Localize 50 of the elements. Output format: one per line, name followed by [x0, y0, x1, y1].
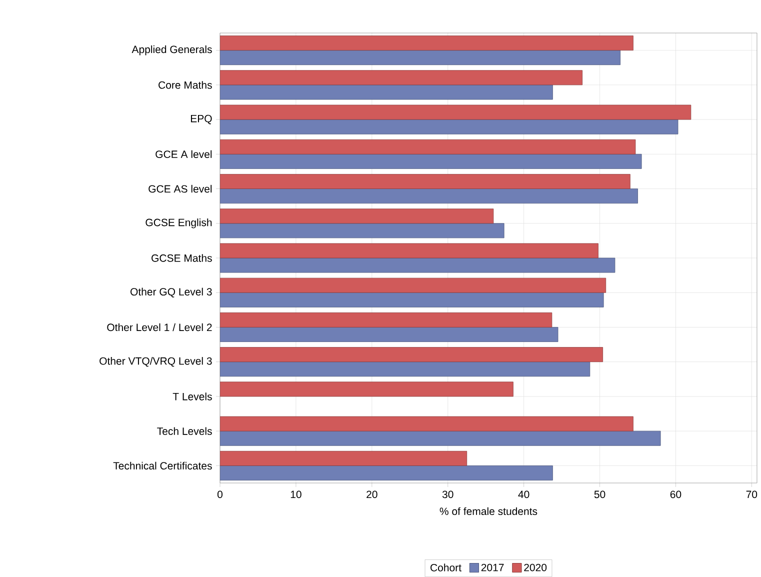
- bar: [220, 84, 553, 100]
- x-tick-label: 0: [217, 490, 222, 498]
- y-tick-label: GCSE Maths: [152, 254, 212, 262]
- bar: [220, 465, 553, 480]
- bar: [220, 223, 504, 238]
- x-axis-title: % of female students: [440, 507, 538, 516]
- y-tick-label: EPQ: [190, 114, 212, 124]
- x-tick-label: 50: [594, 490, 606, 498]
- bar: [220, 278, 606, 293]
- y-tick-label: T Levels: [172, 392, 212, 400]
- bar: [220, 416, 634, 432]
- y-tick-label: GCE AS level: [148, 184, 212, 193]
- bar: [220, 119, 678, 134]
- legend-label: 2017: [481, 564, 504, 572]
- x-tick-label: 60: [670, 490, 682, 498]
- bar: [220, 347, 603, 362]
- bar: [220, 312, 552, 328]
- y-tick-label: Other VTQ/VRQ Level 3: [100, 357, 212, 367]
- y-tick-label: Technical Certificates: [113, 462, 212, 470]
- y-tick-label: Other Level 1 / Level 2: [107, 323, 212, 332]
- bar: [220, 362, 590, 377]
- bar: [220, 430, 661, 446]
- legend-title: Cohort: [430, 564, 462, 572]
- bar: [220, 243, 598, 258]
- y-tick-label: GCE A level: [156, 150, 212, 158]
- bar: [220, 174, 630, 189]
- x-tick-label: 20: [366, 490, 378, 498]
- x-tick-label: 30: [442, 490, 454, 498]
- bar: [220, 104, 692, 120]
- x-tick-label: 70: [746, 490, 758, 498]
- y-tick-label: Applied Generals: [132, 45, 212, 56]
- bar: [220, 70, 582, 86]
- bar: [220, 208, 494, 224]
- y-tick-label: Other GQ Level 3: [130, 288, 212, 298]
- bar: [220, 327, 558, 342]
- bar: [220, 382, 514, 397]
- bar: [220, 50, 620, 66]
- legend-label: 2020: [524, 564, 547, 572]
- x-tick-label: 40: [518, 490, 530, 498]
- bar: [220, 258, 616, 273]
- bar: [220, 450, 468, 466]
- bar: [220, 154, 642, 169]
- y-tick-label: Tech Levels: [157, 427, 212, 435]
- bar: [220, 36, 634, 50]
- bar: [220, 188, 638, 204]
- x-tick-label: 10: [290, 490, 302, 498]
- y-tick-label: GCSE English: [146, 218, 212, 228]
- bar: [220, 292, 604, 308]
- y-tick-label: Core Maths: [158, 81, 212, 89]
- bar: [220, 139, 636, 154]
